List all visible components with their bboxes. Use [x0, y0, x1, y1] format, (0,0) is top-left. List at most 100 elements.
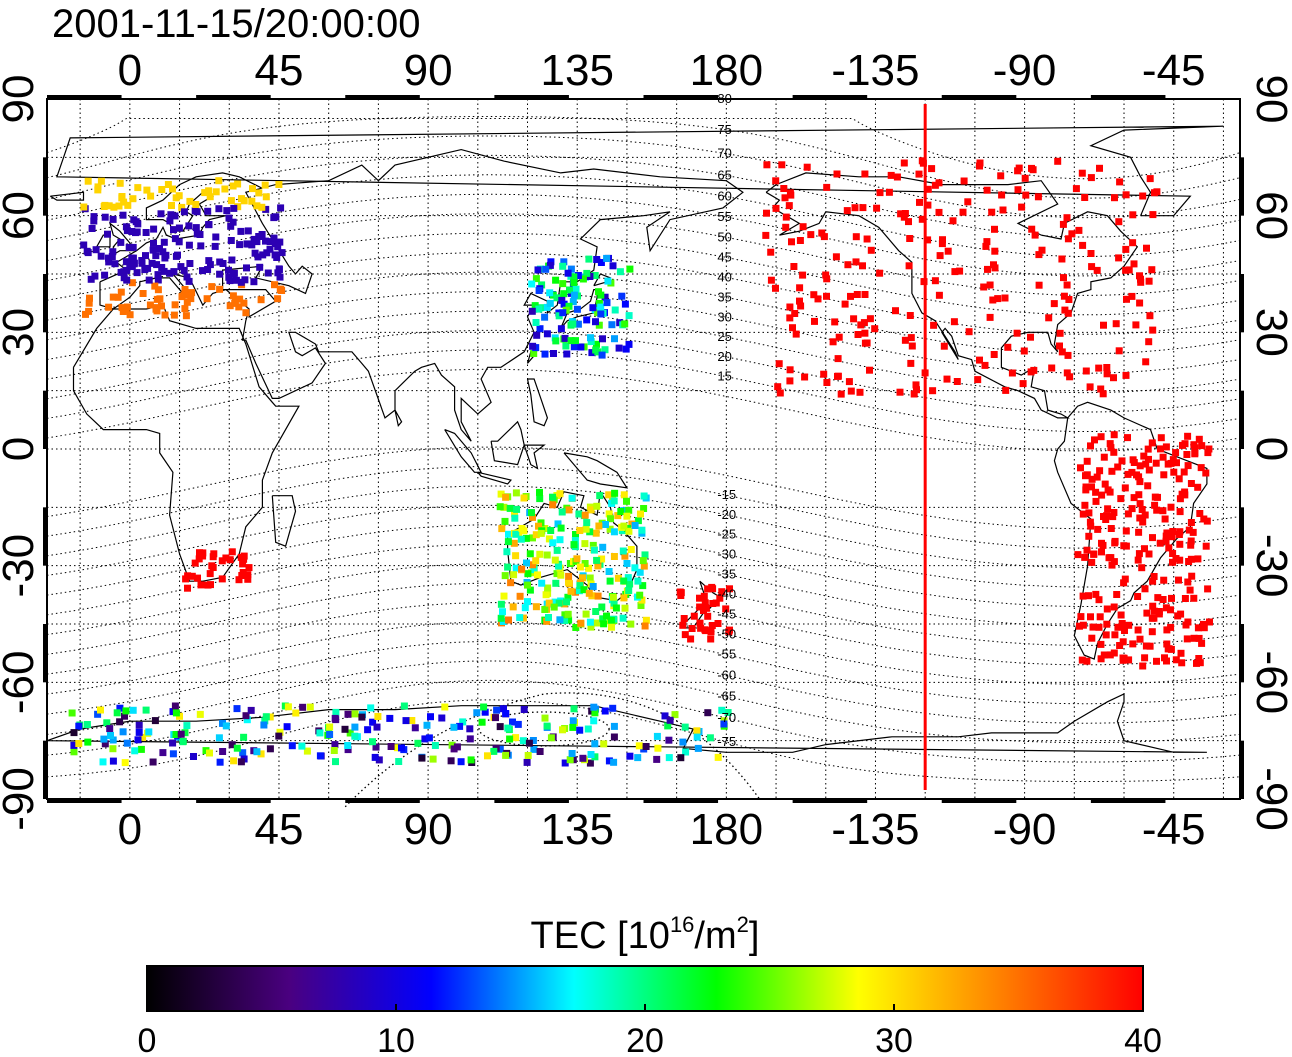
tec-cell — [1195, 655, 1203, 662]
tec-cell — [1200, 624, 1208, 632]
tec-cell — [133, 269, 141, 277]
tec-cell — [600, 620, 608, 628]
tec-cell — [330, 747, 338, 754]
tec-cell — [1077, 464, 1084, 472]
tec-cell — [70, 748, 78, 756]
tec-cell — [511, 510, 518, 518]
tec-cell — [131, 747, 139, 755]
tec-cell — [1159, 596, 1167, 603]
tec-cell — [331, 714, 339, 722]
tec-cell — [1004, 343, 1012, 351]
tec-cell — [594, 562, 602, 570]
tec-cell — [638, 596, 646, 604]
coastline — [72, 304, 300, 582]
tec-cell — [1173, 459, 1180, 467]
tec-cell — [1106, 651, 1114, 659]
tec-cell — [574, 320, 582, 328]
tec-cell — [568, 494, 576, 502]
colorbar-tick-label: 30 — [875, 1022, 913, 1057]
tec-cell — [82, 310, 89, 318]
tec-cell — [262, 193, 270, 201]
tec-cell — [258, 203, 266, 211]
tec-cell — [696, 603, 704, 611]
tec-cell — [236, 241, 244, 249]
tec-cell — [990, 351, 998, 358]
tec-cell — [178, 203, 186, 211]
tec-cell — [1125, 266, 1133, 274]
tec-cell — [223, 207, 231, 215]
tec-cell — [1169, 558, 1176, 566]
tec-cell — [772, 284, 779, 292]
tec-cell — [408, 717, 416, 724]
tec-cell — [949, 217, 957, 225]
tec-cell — [714, 620, 722, 627]
tec-cell — [266, 238, 274, 246]
tec-cell — [532, 531, 540, 539]
tec-cell — [1190, 634, 1198, 642]
tec-cell — [119, 211, 127, 219]
tec-cell — [105, 258, 113, 266]
tec-cell — [1195, 634, 1203, 642]
tec-cell — [626, 265, 634, 273]
tec-cell — [565, 506, 573, 514]
tec-cell — [835, 333, 843, 341]
tec-cell — [708, 583, 716, 591]
longitude-label: 180 — [690, 805, 763, 854]
tec-cell — [105, 254, 112, 262]
contour-line — [46, 291, 1241, 374]
tec-cell — [204, 581, 212, 589]
tec-cell — [1194, 555, 1202, 563]
tec-cell — [521, 604, 529, 612]
tec-cell — [1090, 550, 1098, 558]
tec-cell — [266, 245, 274, 253]
tec-cell — [1020, 347, 1028, 355]
tec-cell — [1175, 531, 1183, 538]
tec-cell — [128, 261, 136, 269]
tec-cell — [1205, 445, 1213, 453]
tec-cell — [215, 205, 223, 213]
tec-cell — [1082, 472, 1089, 480]
contour-label: 15 — [717, 369, 731, 384]
tec-cell — [939, 236, 946, 244]
tec-cell — [111, 260, 119, 268]
tec-cell — [556, 616, 564, 624]
tec-cell — [763, 209, 770, 217]
tec-cell — [227, 237, 235, 244]
contour-label: 70 — [717, 146, 731, 161]
tec-cell — [696, 594, 703, 602]
tec-cell — [152, 252, 160, 260]
tec-cell — [114, 293, 122, 301]
tec-cell — [627, 546, 635, 553]
tec-cell — [459, 718, 467, 726]
tec-cell — [1167, 459, 1175, 467]
tec-cell — [331, 741, 339, 749]
tec-cell — [243, 264, 250, 272]
tec-cell — [1162, 537, 1170, 545]
tec-cell — [823, 275, 831, 283]
longitude-label: 90 — [404, 46, 453, 95]
tec-cell — [625, 340, 633, 348]
tec-cell — [603, 299, 611, 307]
tec-cell — [924, 201, 932, 209]
tec-cell — [456, 722, 464, 730]
tec-cell — [466, 725, 474, 733]
tec-cell — [587, 751, 595, 758]
tec-cell — [266, 713, 274, 721]
tec-cell — [560, 258, 568, 266]
tec-cell — [414, 739, 422, 747]
tec-cell — [1058, 348, 1066, 356]
tec-cell — [453, 743, 461, 751]
tec-cell — [158, 264, 166, 271]
tec-cell — [918, 215, 926, 223]
tec-cell — [1115, 218, 1123, 226]
tec-cell — [1142, 358, 1150, 366]
tec-cell — [596, 492, 604, 500]
tec-cell — [811, 317, 818, 325]
tec-cell — [591, 740, 599, 748]
tec-cell — [931, 277, 939, 285]
tec-cell — [253, 748, 261, 756]
tec-cell — [543, 303, 551, 311]
tec-cell — [681, 631, 689, 639]
tec-cell — [584, 725, 592, 733]
tec-cell — [261, 717, 269, 725]
